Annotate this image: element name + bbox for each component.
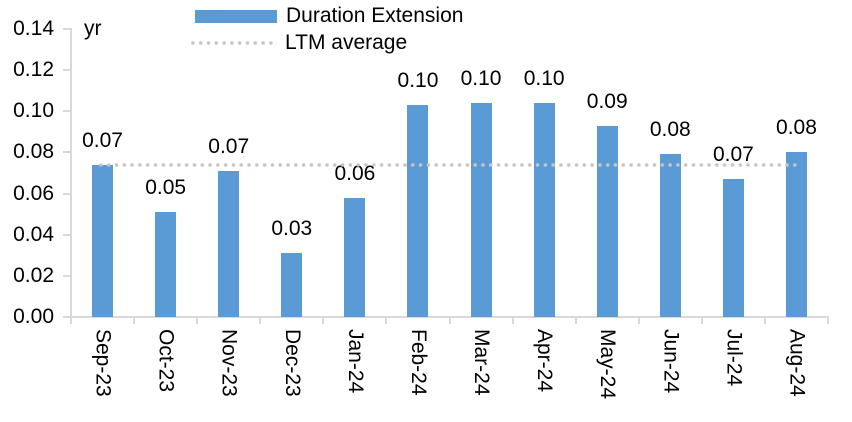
bar-nov-23 xyxy=(218,170,240,317)
x-axis-tick xyxy=(827,317,829,324)
x-axis-label: Nov-23 xyxy=(217,329,241,397)
x-axis-tick xyxy=(574,317,577,324)
x-axis-tick xyxy=(637,317,640,324)
y-axis-tick xyxy=(63,274,71,277)
bar-aug-24 xyxy=(785,152,807,317)
y-axis-tick-label: 0.00 xyxy=(13,305,54,328)
x-axis-label: May-24 xyxy=(596,329,620,400)
dotted-line-swatch-icon xyxy=(189,41,277,45)
bar-feb-24 xyxy=(407,105,429,317)
bar-value-label: 0.07 xyxy=(82,128,123,152)
x-axis-tick xyxy=(70,317,72,324)
legend-label-duration-extension: Duration Extension xyxy=(286,4,464,27)
bar-value-label: 0.05 xyxy=(145,176,187,200)
x-axis-tick xyxy=(448,317,451,324)
bar-value-label: 0.10 xyxy=(397,69,439,93)
x-axis-label: Sep-23 xyxy=(91,329,115,397)
y-axis-tick-label: 0.12 xyxy=(13,58,54,82)
legend-label-ltm-average: LTM average xyxy=(285,31,408,54)
y-axis-unit-label: yr xyxy=(84,17,102,40)
bar-series-swatch-icon xyxy=(195,9,277,23)
x-axis-label: Mar-24 xyxy=(470,329,494,396)
x-axis-label: Jan-24 xyxy=(343,329,367,394)
bar-sep-23 xyxy=(92,164,114,317)
bar-value-label: 0.07 xyxy=(712,143,754,167)
bar-apr-24 xyxy=(533,103,555,317)
y-axis-tick xyxy=(63,316,71,318)
y-axis-tick xyxy=(63,151,71,154)
bar-value-label: 0.10 xyxy=(460,67,502,91)
bar-value-label: 0.08 xyxy=(649,118,691,142)
x-axis-label: Apr-24 xyxy=(533,329,557,393)
x-axis-tick xyxy=(763,317,766,324)
y-axis-tick xyxy=(63,233,71,236)
x-axis-tick xyxy=(133,317,136,324)
y-axis-tick xyxy=(63,28,71,30)
bar-value-label: 0.08 xyxy=(776,116,817,140)
bar-value-label: 0.10 xyxy=(523,67,565,91)
legend-item-duration-extension: Duration Extension xyxy=(195,3,463,29)
y-axis-tick-label: 0.08 xyxy=(13,140,54,164)
x-axis-tick xyxy=(196,317,199,324)
x-axis-tick xyxy=(511,317,514,324)
y-axis-tick-label: 0.04 xyxy=(13,222,54,246)
y-axis-tick-label: 0.14 xyxy=(13,17,54,40)
y-axis-tick-label: 0.02 xyxy=(13,263,54,287)
x-axis-tick xyxy=(259,317,262,324)
bar-may-24 xyxy=(596,125,618,317)
x-axis-label: Jul-24 xyxy=(722,329,746,387)
bar-dec-23 xyxy=(281,253,303,317)
bar-jul-24 xyxy=(722,179,744,317)
x-axis-tick xyxy=(700,317,703,324)
x-axis-label: Dec-23 xyxy=(280,329,304,397)
y-axis-line xyxy=(70,28,72,318)
legend-item-ltm-average: LTM average xyxy=(189,30,407,56)
bar-oct-23 xyxy=(155,212,177,317)
y-axis-tick xyxy=(63,69,71,72)
x-axis-tick xyxy=(322,317,325,324)
x-axis-label: Jun-24 xyxy=(659,329,683,394)
x-axis-label: Feb-24 xyxy=(406,329,430,396)
y-axis-tick xyxy=(63,110,71,113)
x-axis-label: Aug-24 xyxy=(785,329,809,397)
bar-mar-24 xyxy=(470,103,492,317)
bar-value-label: 0.07 xyxy=(208,134,250,158)
y-axis-tick xyxy=(63,192,71,195)
bar-jan-24 xyxy=(344,197,366,317)
bar-jun-24 xyxy=(659,154,681,317)
bar-value-label: 0.09 xyxy=(586,89,628,113)
y-axis-tick-label: 0.10 xyxy=(13,99,54,123)
y-axis-tick-label: 0.06 xyxy=(13,181,54,205)
x-axis-label: Oct-23 xyxy=(154,329,178,393)
x-axis-tick xyxy=(385,317,388,324)
bar-value-label: 0.06 xyxy=(334,161,376,185)
ltm-average-line xyxy=(97,162,797,167)
bar-value-label: 0.03 xyxy=(271,217,313,241)
